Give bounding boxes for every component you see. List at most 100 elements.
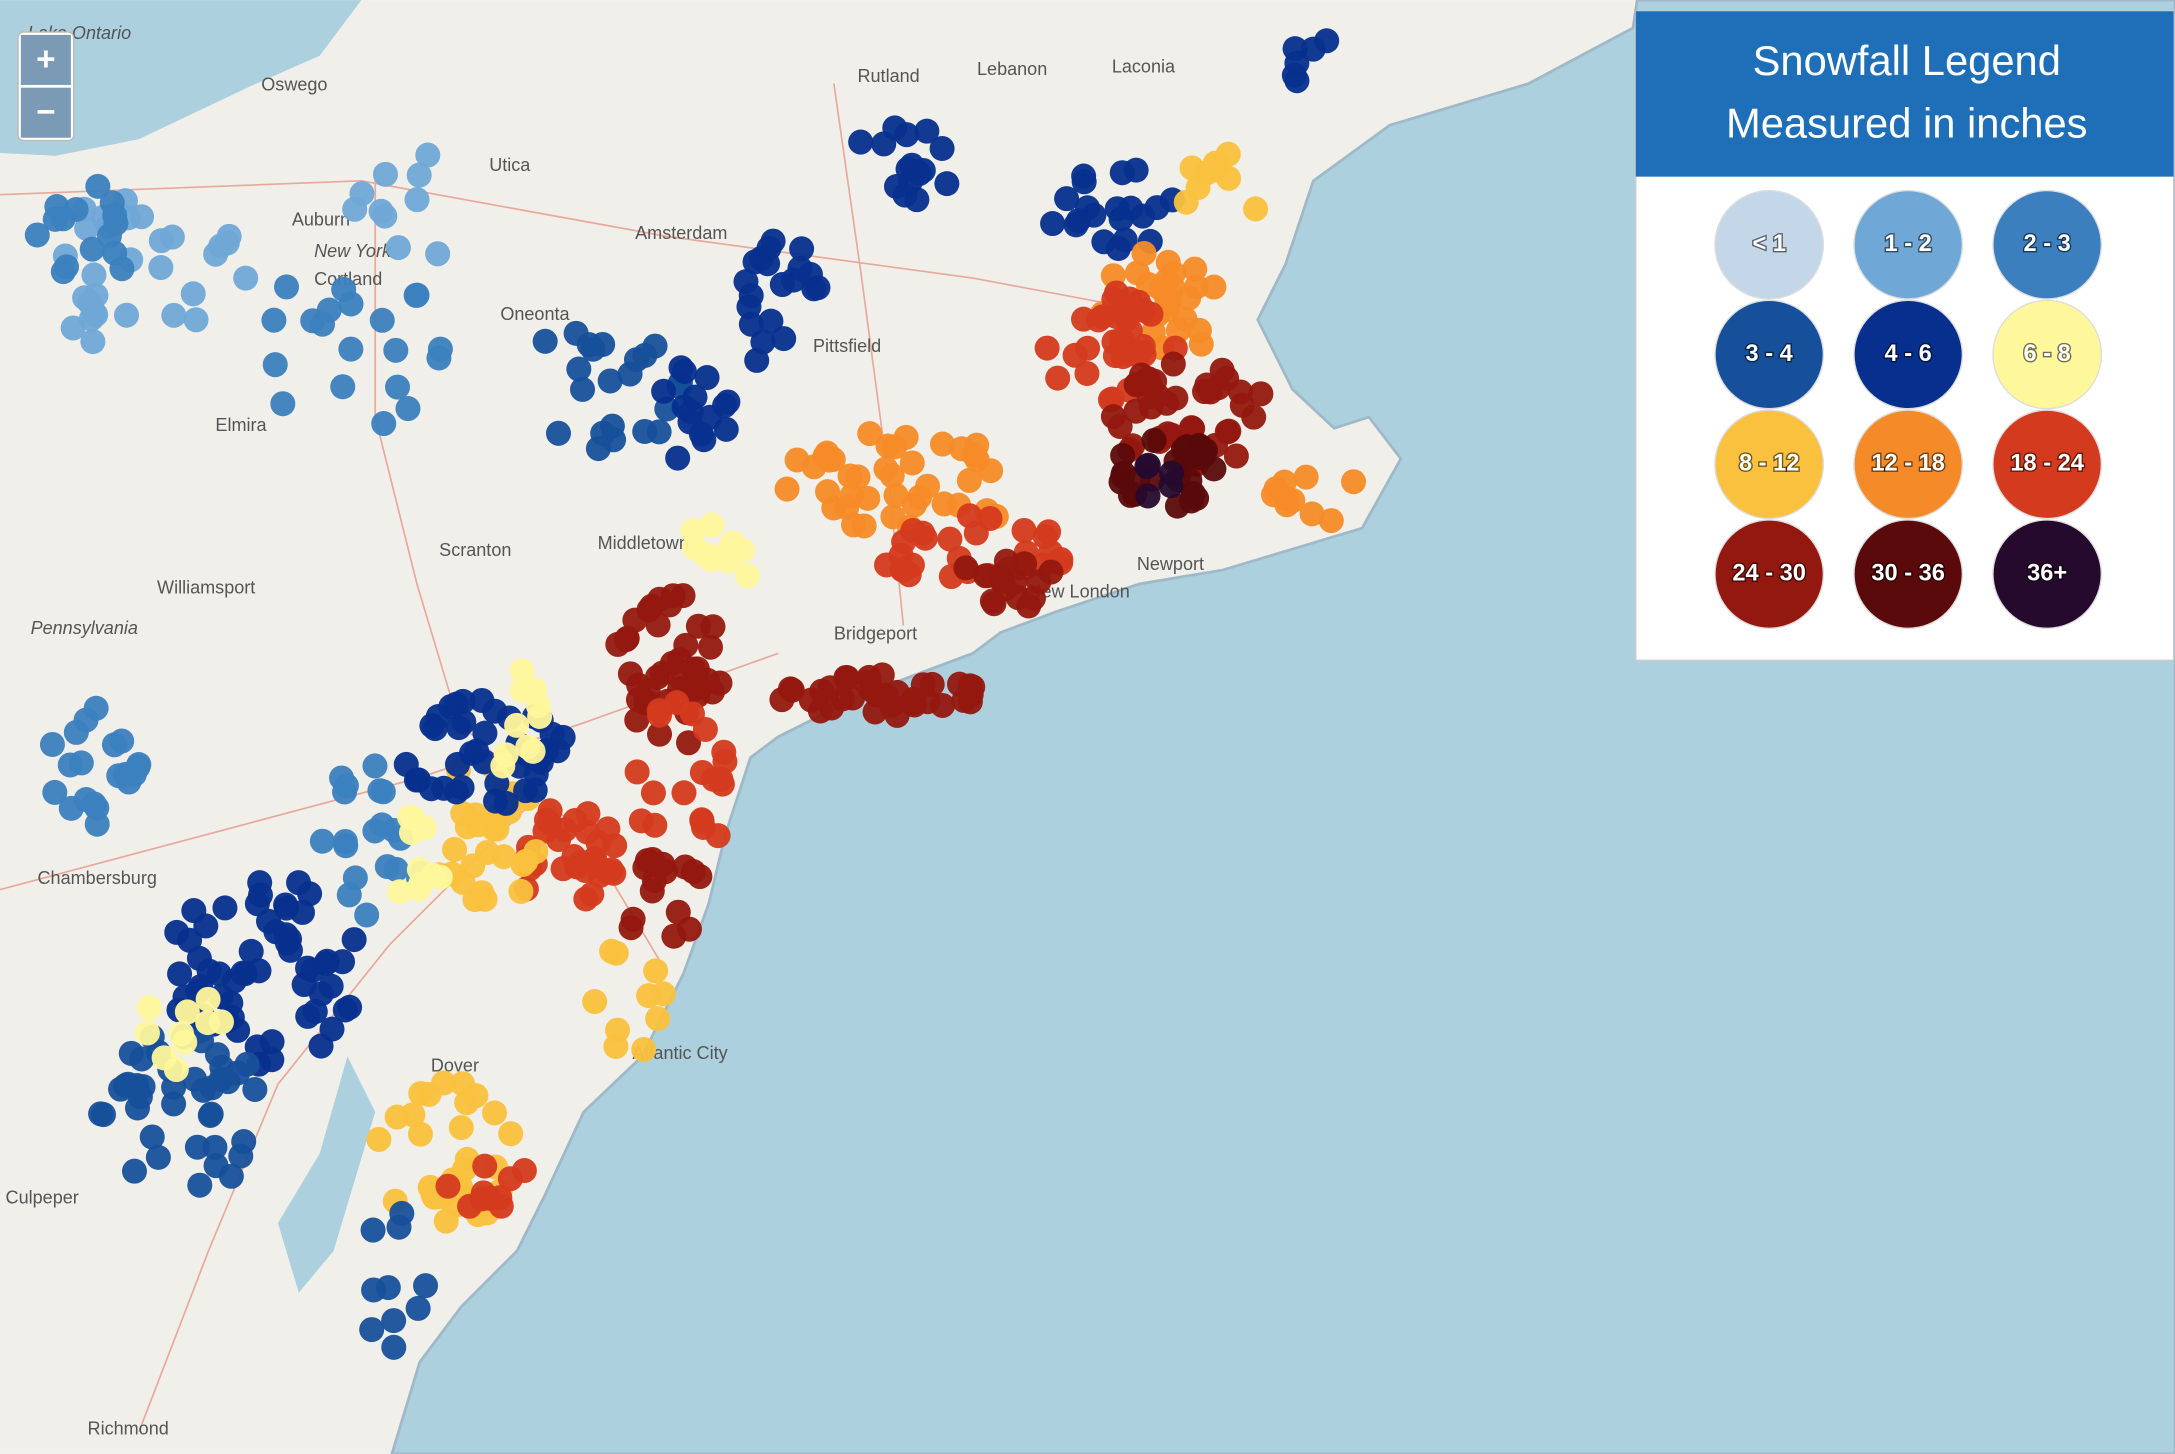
- station-dot: [448, 1115, 474, 1141]
- station-dot: [180, 281, 206, 307]
- station-dot: [454, 1090, 480, 1116]
- place-label: Lebanon: [977, 59, 1047, 79]
- station-dot: [949, 436, 975, 462]
- station-dot: [1131, 342, 1157, 368]
- station-dot: [273, 892, 299, 918]
- station-dot: [449, 775, 475, 801]
- station-dot: [665, 899, 691, 925]
- station-dot: [789, 236, 815, 262]
- station-dot: [309, 828, 335, 854]
- station-dot: [286, 870, 312, 896]
- station-dot: [707, 670, 733, 696]
- station-dot: [129, 1046, 155, 1072]
- station-dot: [979, 588, 1005, 614]
- station-dot: [599, 413, 625, 439]
- station-dot: [366, 1126, 392, 1152]
- legend-swatch: [1853, 519, 1964, 630]
- place-label: Amsterdam: [635, 223, 727, 243]
- station-dot: [202, 1134, 228, 1160]
- station-dot: [238, 938, 264, 964]
- station-dot: [338, 336, 364, 362]
- station-dot: [261, 307, 287, 333]
- station-dot: [1241, 404, 1267, 430]
- station-dot: [469, 687, 495, 713]
- station-dot: [450, 688, 476, 714]
- station-dot: [840, 685, 866, 711]
- station-dot: [537, 810, 563, 836]
- station-dot: [498, 1121, 524, 1147]
- place-label: Richmond: [88, 1418, 169, 1438]
- station-dot: [383, 337, 409, 363]
- legend-title: Snowfall Legend: [1753, 37, 2061, 84]
- place-label: Williamsport: [157, 578, 255, 598]
- station-dot: [425, 241, 451, 267]
- station-dot: [1188, 445, 1214, 471]
- station-dot: [758, 308, 784, 334]
- station-dot: [532, 328, 558, 354]
- station-dot: [661, 923, 687, 949]
- station-dot: [713, 416, 739, 442]
- station-dot: [956, 467, 982, 493]
- station-dot: [1011, 517, 1037, 543]
- station-dot: [973, 563, 999, 589]
- station-dot: [1034, 335, 1060, 361]
- station-dot: [882, 434, 908, 460]
- station-dot: [362, 818, 388, 844]
- station-dot: [84, 811, 110, 837]
- station-dot: [73, 707, 99, 733]
- zoom-in-button[interactable]: [20, 34, 71, 85]
- station-dot: [774, 476, 800, 502]
- station-dot: [784, 447, 810, 473]
- station-dot: [1280, 487, 1306, 514]
- station-dot: [527, 703, 553, 730]
- station-dot: [198, 1101, 224, 1127]
- station-dot: [1284, 68, 1310, 94]
- station-dot: [561, 844, 587, 870]
- legend-label: 36+: [2027, 560, 2067, 586]
- station-dot: [484, 816, 510, 842]
- station-dot: [1134, 454, 1160, 480]
- station-dot: [642, 812, 668, 838]
- zoom-in-label[interactable]: +: [36, 41, 55, 78]
- station-dot: [42, 206, 68, 232]
- station-dot: [1105, 235, 1131, 262]
- station-dot: [1074, 360, 1100, 386]
- place-label: New York: [314, 241, 392, 261]
- station-dot: [331, 276, 357, 302]
- place-label: Utica: [489, 155, 531, 175]
- station-dot: [99, 190, 125, 216]
- station-dot: [228, 1143, 254, 1169]
- station-dot: [195, 986, 221, 1012]
- station-dot: [821, 495, 847, 521]
- station-dot: [183, 307, 209, 333]
- station-dot: [193, 913, 219, 939]
- station-dot: [1182, 256, 1208, 282]
- station-dot: [1300, 36, 1326, 62]
- station-dot: [124, 1095, 150, 1121]
- station-dot: [539, 721, 565, 747]
- station-dot: [671, 359, 697, 385]
- station-dot: [190, 1077, 216, 1103]
- station-dot: [573, 886, 599, 912]
- legend-label: 24 - 30: [1732, 560, 1806, 586]
- station-dot: [54, 254, 80, 280]
- station-dot: [1135, 483, 1161, 509]
- station-dot: [671, 394, 697, 420]
- station-dot: [314, 948, 340, 974]
- station-dot: [79, 236, 105, 262]
- station-dot: [113, 761, 139, 787]
- station-dot: [508, 878, 534, 904]
- station-dot: [545, 420, 571, 446]
- station-dot: [136, 995, 162, 1021]
- legend-swatch: [1853, 299, 1964, 410]
- station-dot: [90, 1102, 117, 1128]
- zoom-out-label[interactable]: −: [36, 94, 55, 131]
- station-dot: [670, 668, 696, 694]
- station-dot: [892, 182, 918, 208]
- station-dot: [68, 750, 94, 776]
- station-dot: [482, 788, 509, 814]
- zoom-out-button[interactable]: [20, 87, 71, 138]
- legend-swatch: [1853, 409, 1964, 520]
- station-dot: [597, 368, 623, 394]
